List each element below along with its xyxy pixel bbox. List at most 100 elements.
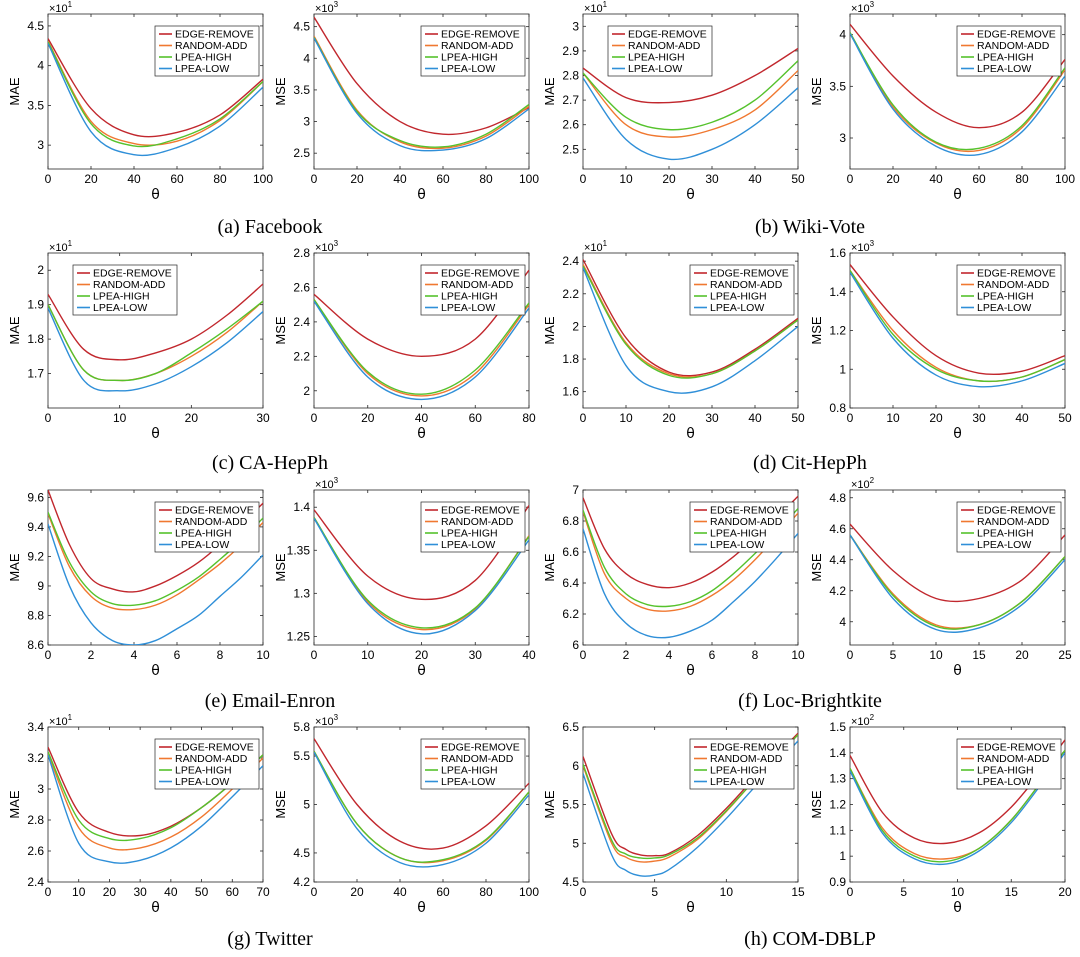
x-axis-label: θ: [417, 663, 426, 679]
legend-box: [689, 264, 795, 316]
y-tick-label: 1.4: [293, 500, 310, 514]
x-tick-label: 15: [1005, 885, 1019, 899]
x-axis-label: θ: [953, 426, 962, 442]
y-tick-label: 3.5: [27, 98, 44, 112]
y-tick-label: 3: [303, 115, 310, 129]
series-line-lpea-low: [583, 740, 798, 877]
y-tick-label: 6.4: [562, 576, 579, 590]
axis-multiplier: ×101: [584, 0, 608, 15]
y-tick-label: 1.2: [829, 324, 846, 338]
axis-multiplier-exponent: 3: [334, 713, 339, 722]
legend-label: RANDOM-ADD: [710, 516, 783, 528]
y-tick-label: 5.5: [562, 798, 579, 812]
x-axis-label: θ: [953, 663, 962, 679]
axis-multiplier: ×103: [315, 239, 339, 254]
x-tick-label: 25: [1058, 648, 1072, 662]
x-tick-label: 0: [580, 411, 587, 425]
y-tick-label: 6.5: [562, 720, 579, 734]
y-tick-label: 9.6: [27, 490, 44, 504]
series-line-random-add: [48, 753, 263, 851]
x-tick-label: 20: [185, 411, 199, 425]
y-tick-label: 1.6: [829, 246, 846, 260]
x-tick-label: 30: [469, 648, 483, 662]
y-tick-label: 3.2: [27, 751, 44, 765]
legend-label: LPEA-LOW: [175, 539, 229, 551]
legend-label: EDGE-REMOVE: [175, 742, 254, 754]
y-tick-label: 2.6: [293, 280, 310, 294]
y-axis-label: MSE: [273, 790, 288, 819]
series-line-lpea-high: [48, 511, 263, 607]
x-axis-label: θ: [151, 663, 160, 679]
chart-panel-3: 0 10 20 30 40 50 2.5 2.6 2.7 2.8 2.9 3 θ MAE ×101 EDGE-…: [542, 0, 805, 203]
x-tick-label: 20: [1015, 648, 1029, 662]
y-tick-label: 2: [37, 263, 44, 277]
series-line-lpea-high: [48, 41, 263, 148]
y-axis-label: MAE: [542, 316, 557, 345]
legend-label: LPEA-HIGH: [977, 52, 1034, 64]
axis-multiplier: ×102: [851, 476, 875, 491]
series-group: [314, 738, 529, 868]
series-line-lpea-high: [314, 750, 529, 863]
x-tick-label: 2: [623, 648, 630, 662]
x-tick-label: 0: [580, 885, 587, 899]
y-tick-label: 2.8: [293, 246, 310, 260]
x-tick-label: 40: [748, 172, 762, 186]
legend-label: LPEA-HIGH: [441, 52, 498, 64]
x-tick-label: 70: [256, 885, 270, 899]
x-tick-label: 10: [72, 885, 86, 899]
y-tick-label: 2: [303, 384, 310, 398]
x-tick-label: 0: [847, 885, 854, 899]
axis-multiplier-exponent: 2: [870, 476, 875, 485]
axis-multiplier: ×101: [49, 239, 73, 254]
y-tick-label: 2.6: [27, 844, 44, 858]
caption-h: (h) COM-DBLP: [744, 928, 876, 950]
x-tick-label: 30: [256, 411, 270, 425]
x-axis-label: θ: [953, 187, 962, 203]
series-line-edge-remove: [583, 259, 798, 377]
series-line-lpea-high: [850, 270, 1065, 383]
legend-box: [420, 738, 526, 790]
axis-multiplier: ×101: [49, 0, 73, 15]
series-line-lpea-low: [583, 267, 798, 394]
caption-e: (e) Email-Enron: [205, 690, 336, 712]
series-line-lpea-high: [850, 534, 1065, 630]
chart-panel-10: 0 10 20 30 40 1.25 1.3 1.35 1.4 θ MSE ×103 EDGE-REMO…: [273, 476, 536, 679]
x-tick-label: 15: [791, 885, 805, 899]
series-line-lpea-low: [314, 518, 529, 635]
y-tick-label: 6.2: [562, 607, 579, 621]
legend-label: LPEA-LOW: [93, 302, 147, 314]
legend-label: LPEA-LOW: [977, 539, 1031, 551]
y-axis-label: MAE: [542, 553, 557, 582]
x-tick-label: 0: [847, 411, 854, 425]
y-tick-label: 4: [37, 59, 44, 73]
y-axis-label: MAE: [542, 77, 557, 106]
x-tick-label: 20: [361, 411, 375, 425]
x-tick-label: 0: [311, 885, 318, 899]
y-axis-label: MSE: [809, 316, 824, 345]
legend-label: EDGE-REMOVE: [977, 505, 1056, 517]
y-tick-label: 3.5: [293, 83, 310, 97]
x-tick-label: 20: [103, 885, 117, 899]
series-line-lpea-high: [314, 299, 529, 395]
chart-panel-15: 0 5 10 15 4.5 5 5.5 6 6.5 θ MAE EDGE-REMOVERANDOM-A…: [542, 720, 805, 916]
y-tick-label: 6.8: [562, 514, 579, 528]
x-tick-label: 50: [195, 885, 209, 899]
x-tick-label: 100: [519, 172, 539, 186]
y-axis-label: MSE: [809, 77, 824, 106]
x-tick-label: 5: [890, 648, 897, 662]
x-tick-label: 30: [972, 411, 986, 425]
y-tick-label: 4.5: [293, 846, 310, 860]
x-tick-label: 20: [886, 172, 900, 186]
series-line-lpea-low: [314, 37, 529, 152]
y-axis-label: MAE: [7, 553, 22, 582]
y-tick-label: 5.5: [293, 749, 310, 763]
y-tick-label: 0.9: [829, 875, 846, 889]
y-tick-label: 4: [839, 28, 846, 42]
series-line-lpea-low: [48, 754, 263, 864]
x-tick-label: 8: [217, 648, 224, 662]
y-tick-label: 1.25: [287, 629, 311, 643]
